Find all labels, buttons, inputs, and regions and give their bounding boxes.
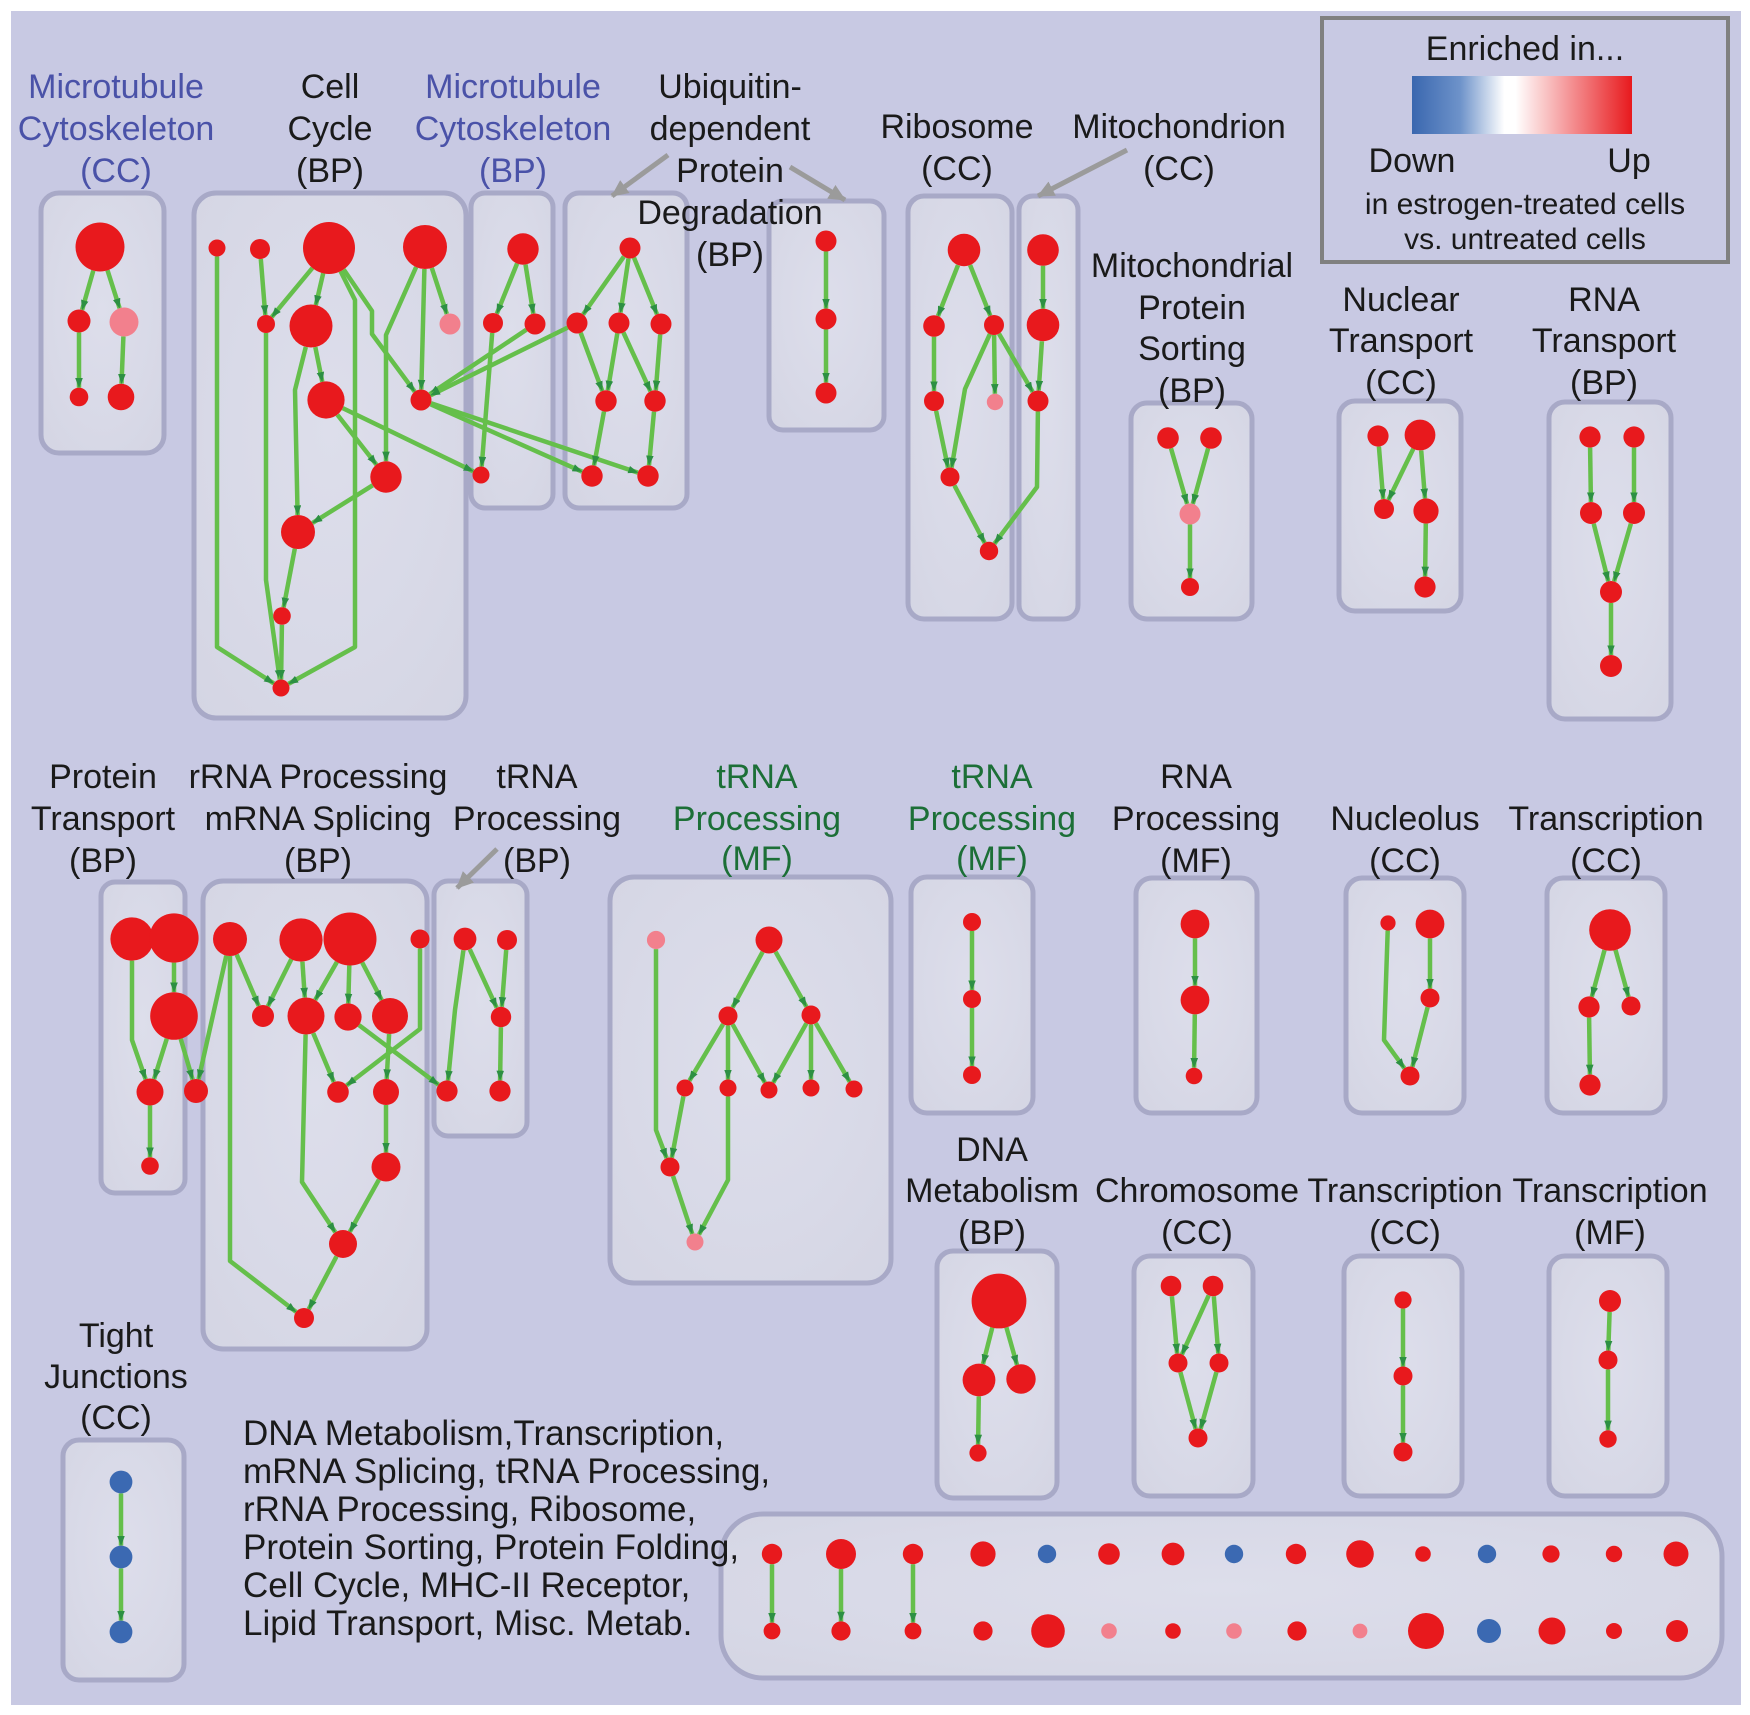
svg-text:(MF): (MF) — [721, 840, 793, 878]
svg-text:(MF): (MF) — [1160, 842, 1232, 880]
svg-text:Mitochondrial: Mitochondrial — [1091, 247, 1293, 285]
svg-text:Transport: Transport — [1329, 322, 1474, 360]
svg-text:(CC): (CC) — [80, 1399, 152, 1437]
svg-text:(BP): (BP) — [296, 152, 364, 190]
svg-text:Cell: Cell — [301, 68, 360, 106]
svg-text:(BP): (BP) — [69, 842, 137, 880]
svg-text:Cytoskeleton: Cytoskeleton — [415, 110, 612, 148]
svg-text:(CC): (CC) — [921, 150, 993, 188]
svg-text:tRNA: tRNA — [951, 758, 1033, 796]
svg-text:Microtubule: Microtubule — [28, 68, 204, 106]
svg-text:mRNA Splicing, tRNA Processing: mRNA Splicing, tRNA Processing, — [243, 1452, 770, 1491]
svg-text:Down: Down — [1369, 142, 1456, 180]
svg-text:Ribosome: Ribosome — [880, 108, 1033, 146]
svg-text:Cell Cycle, MHC-II Receptor,: Cell Cycle, MHC-II Receptor, — [243, 1566, 690, 1605]
svg-text:Transcription: Transcription — [1508, 800, 1703, 838]
svg-text:Nucleolus: Nucleolus — [1330, 800, 1479, 838]
svg-text:Nuclear: Nuclear — [1342, 281, 1459, 319]
svg-text:Processing: Processing — [1112, 800, 1280, 838]
svg-text:Lipid Transport, Misc. Metab.: Lipid Transport, Misc. Metab. — [243, 1604, 692, 1643]
svg-text:Ubiquitin-: Ubiquitin- — [658, 68, 802, 106]
svg-text:Transcription: Transcription — [1307, 1172, 1502, 1210]
svg-text:(BP): (BP) — [1158, 372, 1226, 410]
svg-text:Mitochondrion: Mitochondrion — [1072, 108, 1286, 146]
svg-text:(BP): (BP) — [284, 842, 352, 880]
svg-text:dependent: dependent — [650, 110, 811, 148]
svg-text:in estrogen-treated cells: in estrogen-treated cells — [1365, 188, 1685, 221]
svg-text:mRNA Splicing: mRNA Splicing — [205, 800, 432, 838]
svg-text:(CC): (CC) — [1369, 842, 1441, 880]
svg-text:Protein: Protein — [676, 152, 784, 190]
svg-text:Sorting: Sorting — [1138, 330, 1246, 368]
svg-text:Tight: Tight — [79, 1317, 154, 1355]
svg-text:(BP): (BP) — [696, 236, 764, 274]
svg-text:Protein: Protein — [49, 758, 157, 796]
svg-text:(CC): (CC) — [1369, 1214, 1441, 1252]
svg-text:Transcription: Transcription — [1512, 1172, 1707, 1210]
svg-text:Protein: Protein — [1138, 289, 1246, 327]
svg-text:Junctions: Junctions — [44, 1358, 188, 1396]
svg-text:DNA Metabolism,Transcription,: DNA Metabolism,Transcription, — [243, 1414, 724, 1453]
svg-text:vs. untreated cells: vs. untreated cells — [1404, 223, 1646, 256]
svg-text:(MF): (MF) — [1574, 1214, 1646, 1252]
svg-text:Cycle: Cycle — [287, 110, 372, 148]
svg-text:Microtubule: Microtubule — [425, 68, 601, 106]
svg-text:tRNA: tRNA — [716, 758, 798, 796]
svg-text:rRNA Processing, Ribosome,: rRNA Processing, Ribosome, — [243, 1490, 696, 1529]
svg-text:Up: Up — [1607, 142, 1650, 180]
svg-text:RNA: RNA — [1160, 758, 1232, 796]
svg-text:Degradation: Degradation — [637, 194, 822, 232]
svg-text:Transport: Transport — [31, 800, 176, 838]
svg-text:Enriched in...: Enriched in... — [1426, 30, 1624, 68]
svg-text:RNA: RNA — [1568, 281, 1640, 319]
svg-text:rRNA Processing: rRNA Processing — [189, 758, 448, 796]
svg-text:(CC): (CC) — [1570, 842, 1642, 880]
svg-text:(CC): (CC) — [1365, 364, 1437, 402]
svg-text:tRNA: tRNA — [496, 758, 578, 796]
svg-text:(CC): (CC) — [1161, 1214, 1233, 1252]
svg-text:(BP): (BP) — [479, 152, 547, 190]
svg-text:Metabolism: Metabolism — [905, 1172, 1079, 1210]
svg-text:(CC): (CC) — [1143, 150, 1215, 188]
svg-text:Cytoskeleton: Cytoskeleton — [18, 110, 215, 148]
svg-text:(CC): (CC) — [80, 152, 152, 190]
svg-text:(BP): (BP) — [1570, 364, 1638, 402]
svg-text:Processing: Processing — [908, 800, 1076, 838]
svg-text:(MF): (MF) — [956, 840, 1028, 878]
svg-text:(BP): (BP) — [958, 1214, 1026, 1252]
svg-text:Processing: Processing — [673, 800, 841, 838]
svg-text:Processing: Processing — [453, 800, 621, 838]
svg-text:Transport: Transport — [1532, 322, 1677, 360]
svg-text:(BP): (BP) — [503, 842, 571, 880]
svg-text:Protein Sorting, Protein Foldi: Protein Sorting, Protein Folding, — [243, 1528, 739, 1567]
svg-text:Chromosome: Chromosome — [1095, 1172, 1299, 1210]
svg-text:DNA: DNA — [956, 1131, 1028, 1169]
